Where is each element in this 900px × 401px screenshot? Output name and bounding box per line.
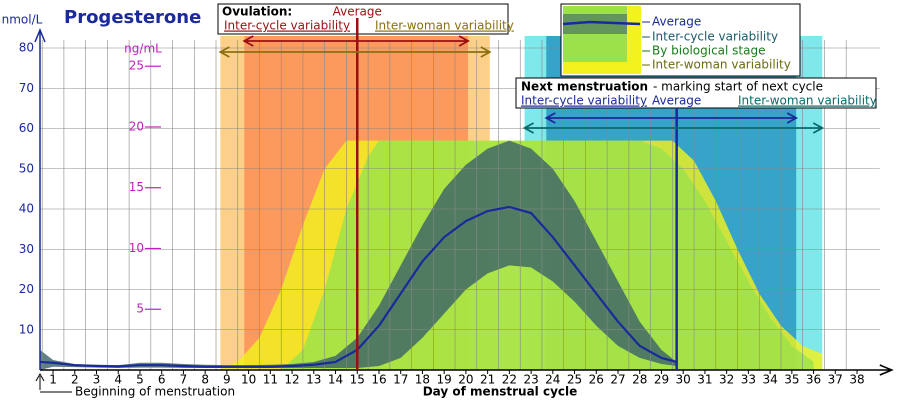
x-tick-label: 22 <box>502 373 517 387</box>
x-tick-label: 10 <box>241 373 256 387</box>
x-tick-label: 19 <box>437 373 452 387</box>
variability-area <box>40 140 677 370</box>
start-note: Beginning of menstruation <box>75 385 235 399</box>
y2-tick-label: 5 <box>136 302 144 316</box>
x-tick-label: 11 <box>263 373 278 387</box>
x-tick-label: 23 <box>523 373 538 387</box>
ovulation-inter-woman-label: Inter-woman variability <box>375 19 514 33</box>
x-axis <box>40 364 894 376</box>
y-tick-label: 40 <box>19 202 34 216</box>
x-tick-label: 5 <box>136 373 144 387</box>
y-tick-label: 80 <box>19 41 34 55</box>
y2-tick-label: 25 <box>129 59 144 73</box>
y2-tick-label: 10 <box>129 241 144 255</box>
x-tick-label: 15 <box>350 373 365 387</box>
x-tick-label: 36 <box>806 373 821 387</box>
x-tick-label: 35 <box>784 373 799 387</box>
ovulation-inter-cycle-label: Inter-cycle variability <box>224 19 350 33</box>
x-tick-label: 25 <box>567 373 582 387</box>
x-tick-label: 31 <box>697 373 712 387</box>
legend-label[interactable]: By biological stage <box>652 44 765 58</box>
y-axis <box>34 28 46 370</box>
ovulation-title: Ovulation: <box>222 5 292 19</box>
range-arrow <box>544 112 799 124</box>
y2-axis-label: ng/mL <box>124 42 162 56</box>
ovulation-average-label: Average <box>333 5 382 19</box>
x-tick-label: 38 <box>849 373 864 387</box>
x-tick-label: 3 <box>93 373 101 387</box>
menstruation-subtitle: - marking start of next cycle <box>653 80 823 94</box>
legend-label[interactable]: Average <box>652 15 701 29</box>
y-tick-label: 50 <box>19 161 34 175</box>
legend-label[interactable]: Inter-woman variability <box>652 58 791 72</box>
y-tick-label: 30 <box>19 242 34 256</box>
x-tick-label: 2 <box>71 373 79 387</box>
legend-line <box>562 20 641 26</box>
x-tick-label: 18 <box>415 373 430 387</box>
y-tick-label: 70 <box>19 81 34 95</box>
y2-tick-label: 20 <box>129 119 144 133</box>
y-axis-label: nmol/L <box>2 13 43 27</box>
start-arrow <box>35 372 72 393</box>
x-tick-label: 9 <box>223 373 231 387</box>
x-tick-label: 24 <box>545 373 560 387</box>
x-tick-label: 20 <box>458 373 473 387</box>
chart-title: Progesterone <box>64 7 201 28</box>
legend-swatch <box>563 14 627 34</box>
y2-tick-label: 15 <box>129 180 144 194</box>
menstruation-box <box>515 77 877 109</box>
menstruation-inter-woman-label: Inter-woman variability <box>738 94 877 108</box>
menstruation-title: Next menstruation <box>521 80 648 94</box>
x-tick-label: 1 <box>49 373 57 387</box>
menstruation-inter-cycle-label: Inter-cycle variability <box>521 94 647 108</box>
range-arrow <box>242 35 470 47</box>
x-tick-label: 13 <box>306 373 321 387</box>
x-tick-label: 26 <box>589 373 604 387</box>
x-tick-label: 37 <box>828 373 843 387</box>
x-tick-label: 32 <box>719 373 734 387</box>
x-tick-label: 27 <box>610 373 625 387</box>
menstruation-average-label: Average <box>652 94 701 108</box>
y-tick-label: 10 <box>19 322 34 336</box>
y-tick-label: 60 <box>19 121 34 135</box>
x-tick-label: 21 <box>480 373 495 387</box>
x-tick-label: 16 <box>371 373 386 387</box>
x-tick-label: 6 <box>158 373 166 387</box>
x-axis-label: Day of menstrual cycle <box>423 385 578 399</box>
x-tick-label: 28 <box>632 373 647 387</box>
x-tick-label: 17 <box>393 373 408 387</box>
range-arrow <box>522 122 825 134</box>
x-tick-label: 29 <box>654 373 669 387</box>
x-tick-label: 12 <box>284 373 299 387</box>
y-tick-label: 20 <box>19 282 34 296</box>
x-tick-label: 34 <box>762 373 777 387</box>
x-tick-label: 8 <box>201 373 209 387</box>
x-tick-label: 4 <box>114 373 122 387</box>
x-tick-label: 30 <box>676 373 691 387</box>
legend-label[interactable]: Inter-cycle variability <box>652 30 778 44</box>
x-tick-label: 7 <box>180 373 188 387</box>
x-tick-label: 33 <box>741 373 756 387</box>
ovulation-box <box>217 3 509 35</box>
x-tick-label: 14 <box>328 373 343 387</box>
range-arrow <box>218 46 492 58</box>
